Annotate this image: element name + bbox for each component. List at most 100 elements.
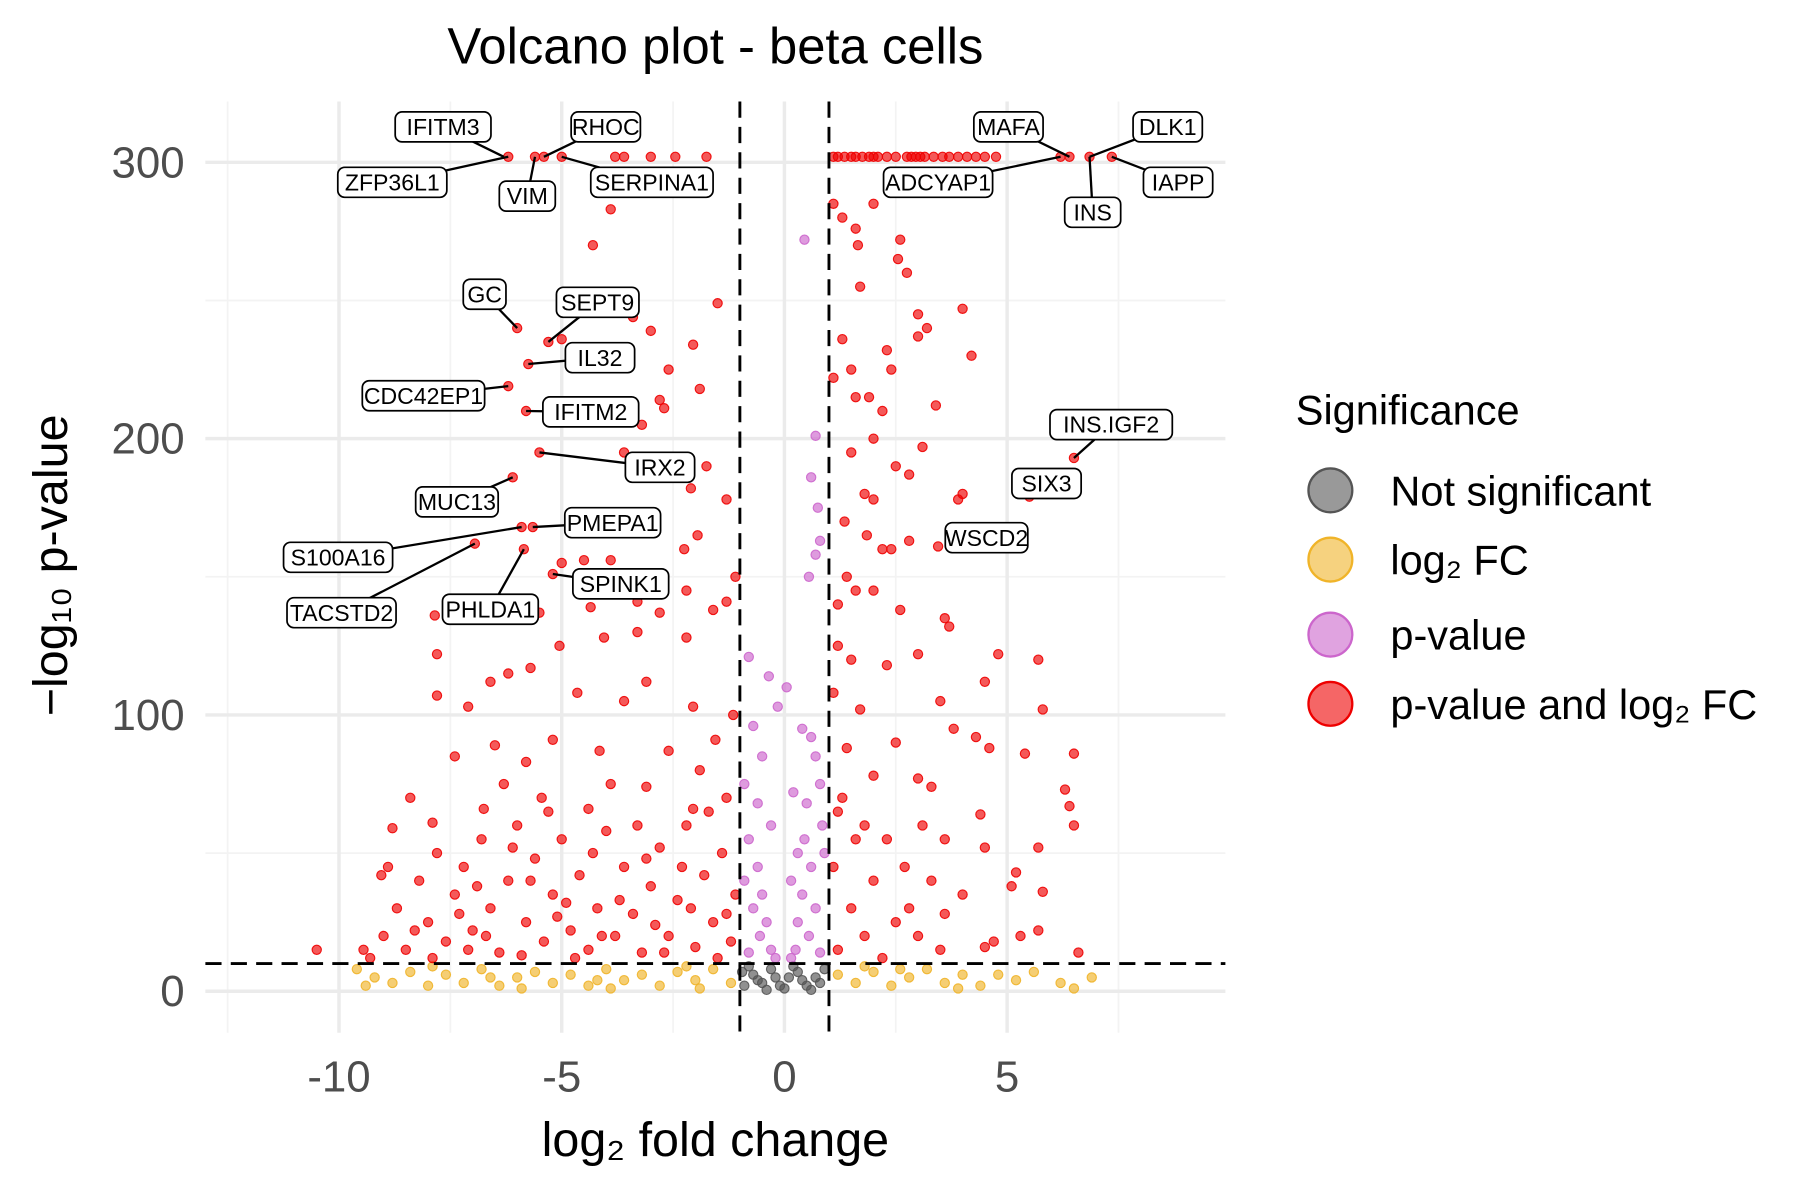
point-fc — [694, 983, 705, 994]
point-both — [699, 870, 710, 881]
gene-label: WSCD2 — [945, 525, 1028, 551]
point-both — [454, 908, 465, 920]
label-box — [589, 166, 714, 199]
point-both — [890, 737, 901, 748]
point-p — [814, 535, 826, 547]
label-box — [572, 567, 670, 600]
y-tick-label: 0 — [160, 967, 184, 1016]
point-fc — [903, 972, 915, 983]
point-both — [554, 640, 565, 652]
point-both — [707, 604, 719, 616]
point-both — [574, 870, 585, 881]
point-ns — [770, 972, 781, 983]
point-fc — [1055, 977, 1066, 989]
gene-label: IAPP — [1152, 169, 1205, 195]
point-fc — [868, 966, 879, 978]
point-both — [728, 709, 739, 721]
point-both — [609, 930, 621, 942]
point-both — [556, 834, 567, 845]
point-both — [654, 607, 665, 618]
point-p — [790, 944, 801, 955]
label-box — [944, 521, 1029, 554]
x-axis-label: log₂ fold change — [542, 1113, 889, 1167]
point-p — [743, 834, 754, 845]
point-both — [645, 325, 656, 337]
point-both — [440, 936, 452, 947]
x-tick-label: -10 — [307, 1053, 370, 1102]
point-both — [832, 640, 844, 652]
label-box — [441, 593, 540, 626]
point-both — [1033, 925, 1044, 936]
label-box — [542, 396, 640, 428]
point-both — [886, 543, 897, 555]
point-both — [681, 820, 692, 831]
label-box — [570, 111, 642, 143]
point-both — [605, 204, 616, 215]
point-both — [881, 834, 893, 845]
point-both — [837, 333, 848, 345]
point-both — [841, 742, 852, 754]
point-p — [799, 834, 810, 845]
point-both — [926, 781, 937, 792]
gene-label: TACSTD2 — [290, 600, 393, 626]
point-fc — [476, 963, 487, 975]
point-both — [650, 919, 661, 931]
point-both — [391, 903, 403, 914]
point-both — [721, 908, 732, 920]
point-both — [939, 613, 950, 624]
point-both — [520, 916, 532, 928]
point-both — [572, 687, 583, 699]
point-both — [471, 881, 483, 892]
point-both — [854, 704, 866, 715]
gene-labels: IFITM3 ZFP36L1 VIM RHOC SERPINA1 MAFA DLK1 ADCY… — [282, 111, 1214, 629]
point-both — [685, 903, 697, 914]
point-both — [944, 151, 955, 162]
point-ns — [783, 972, 795, 983]
point-p — [797, 723, 808, 734]
label-box — [972, 111, 1044, 143]
point-both — [912, 648, 924, 660]
point-both — [641, 781, 652, 792]
point-both — [921, 322, 933, 334]
point-both — [725, 936, 737, 947]
point-both — [935, 695, 946, 707]
gene-label: IFITM3 — [407, 114, 480, 140]
point-p — [788, 787, 799, 798]
point-both — [687, 701, 699, 712]
point-both — [469, 538, 481, 549]
point-both — [859, 488, 870, 500]
point-both — [1037, 704, 1048, 715]
point-both — [828, 372, 839, 384]
point-both — [583, 944, 594, 955]
point-p — [785, 952, 797, 964]
point-both — [605, 778, 616, 790]
point-both — [685, 483, 697, 494]
point-both — [654, 842, 665, 853]
point-both — [543, 806, 554, 817]
point-both — [458, 861, 469, 873]
point-p — [814, 778, 826, 790]
point-both — [903, 535, 915, 547]
point-fc — [547, 977, 559, 989]
point-both — [872, 151, 884, 162]
point-fc — [360, 980, 371, 991]
x-tick-label: 5 — [995, 1053, 1019, 1102]
point-both — [895, 604, 906, 616]
point-both — [658, 947, 670, 958]
point-ns — [805, 984, 817, 996]
point-both — [645, 881, 656, 892]
point-p — [756, 751, 768, 762]
label-box — [286, 596, 397, 629]
point-both — [614, 894, 625, 906]
point-both — [578, 555, 590, 566]
point-both — [1010, 867, 1022, 878]
gene-label: ADCYAP1 — [885, 169, 991, 195]
point-both — [852, 240, 864, 251]
point-ns — [797, 975, 808, 986]
point-p — [805, 731, 817, 743]
point-both — [687, 803, 699, 815]
point-both — [609, 151, 621, 162]
y-tick-label: 100 — [111, 691, 184, 740]
point-both — [1059, 784, 1071, 795]
point-both — [358, 944, 369, 955]
